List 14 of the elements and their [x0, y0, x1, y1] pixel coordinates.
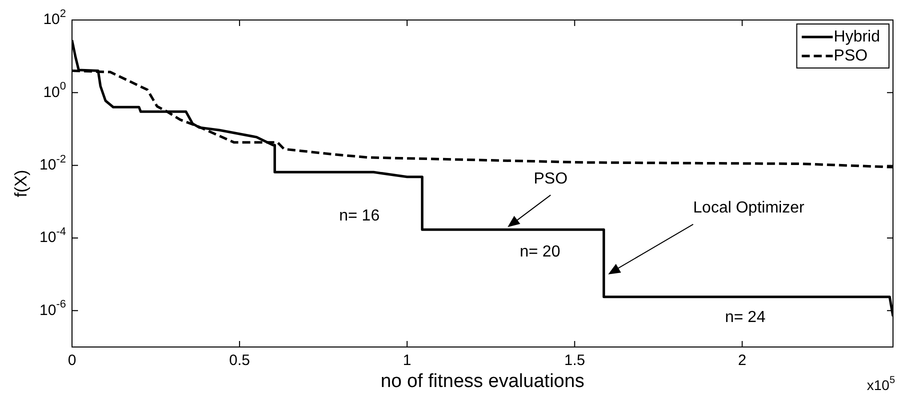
- x-axis-title: no of fitness evaluations: [380, 371, 584, 392]
- legend-label: PSO: [834, 47, 868, 64]
- annotation: PSO: [534, 170, 568, 188]
- x-tick-label: 2: [738, 352, 746, 370]
- annotation: n= 20: [520, 244, 560, 261]
- annotation: Local Optimizer: [693, 200, 805, 217]
- x-tick-label: 1: [402, 352, 412, 370]
- y-axis-title: f(X): [12, 170, 31, 198]
- legend-label: Hybrid: [834, 28, 880, 46]
- annotation: n= 24: [724, 308, 766, 326]
- x-tick-label: 0.5: [229, 352, 250, 370]
- annotation: n= 16: [339, 208, 380, 225]
- x-tick-label: 0: [68, 352, 76, 370]
- x-tick-label: 1.5: [564, 352, 586, 370]
